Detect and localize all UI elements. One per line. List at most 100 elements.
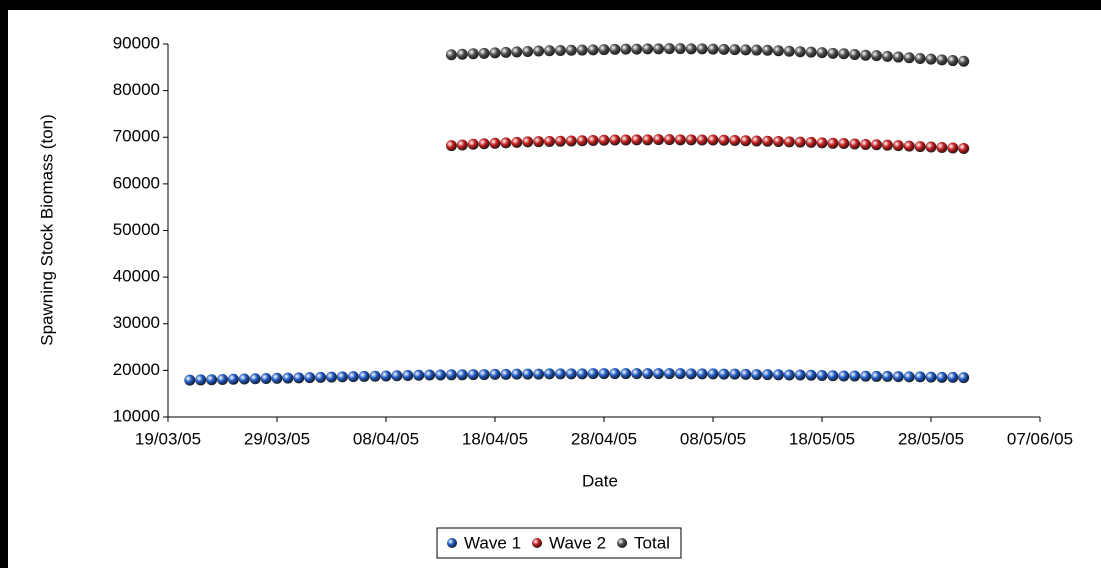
- point: [445, 140, 457, 152]
- point: [500, 137, 512, 149]
- point: [903, 371, 915, 383]
- point: [489, 47, 501, 59]
- point: [391, 370, 403, 382]
- point: [849, 138, 861, 150]
- x-axis-label: Date: [582, 471, 618, 490]
- point: [653, 368, 664, 380]
- point: [729, 368, 741, 380]
- point: [347, 371, 359, 383]
- point: [467, 48, 479, 60]
- point: [718, 134, 730, 146]
- point: [838, 138, 850, 150]
- point: [740, 135, 752, 147]
- point: [827, 370, 839, 382]
- point: [336, 371, 348, 383]
- point: [860, 370, 872, 382]
- point: [653, 134, 664, 146]
- x-tick-label: 08/05/05: [680, 429, 746, 448]
- point: [282, 372, 294, 384]
- point: [936, 371, 948, 383]
- legend-marker: [617, 538, 628, 548]
- x-tick-label: 08/04/05: [353, 429, 419, 448]
- point: [424, 369, 436, 381]
- point: [947, 142, 959, 154]
- legend-label: Wave 2: [549, 533, 606, 552]
- point: [685, 43, 697, 55]
- point: [892, 371, 904, 383]
- point: [456, 369, 468, 381]
- point: [674, 368, 686, 380]
- x-tick-label: 19/03/05: [135, 429, 201, 448]
- point: [500, 368, 512, 380]
- point: [729, 44, 741, 56]
- point: [304, 372, 316, 384]
- point: [914, 141, 926, 153]
- point: [413, 369, 425, 381]
- y-tick-label: 50000: [113, 220, 160, 239]
- point: [762, 44, 773, 56]
- point: [838, 48, 850, 60]
- point: [587, 368, 599, 380]
- chart: Date Spawning Stock Biomass (ton) 10000 2…: [37, 33, 1073, 559]
- point: [663, 368, 675, 380]
- point: [860, 138, 872, 150]
- point: [849, 370, 861, 382]
- point: [522, 136, 534, 148]
- point: [478, 138, 490, 150]
- point: [587, 135, 599, 147]
- point: [576, 368, 588, 380]
- point: [805, 369, 817, 381]
- point: [489, 137, 501, 149]
- point: [554, 135, 566, 147]
- point: [947, 55, 959, 67]
- point: [500, 46, 512, 58]
- point: [642, 134, 654, 146]
- point: [696, 134, 708, 146]
- point: [653, 43, 664, 55]
- y-tick-label: 20000: [113, 360, 160, 379]
- point: [369, 370, 381, 382]
- point: [184, 374, 196, 386]
- x-tick-label: 07/06/05: [1007, 429, 1073, 448]
- point: [576, 44, 588, 56]
- point: [358, 370, 370, 382]
- point: [511, 46, 523, 58]
- point: [620, 368, 632, 380]
- point: [620, 134, 632, 146]
- point: [783, 45, 795, 57]
- point: [871, 50, 882, 62]
- point: [827, 47, 839, 59]
- point: [947, 371, 959, 383]
- point: [544, 45, 555, 57]
- point: [936, 54, 948, 66]
- point: [380, 370, 392, 382]
- point: [751, 44, 763, 56]
- point: [478, 47, 490, 59]
- point: [871, 370, 882, 382]
- point: [892, 140, 904, 152]
- point: [860, 49, 872, 61]
- point: [554, 45, 566, 57]
- legend-marker: [532, 538, 543, 548]
- point: [435, 369, 446, 381]
- point: [598, 134, 610, 146]
- point: [685, 368, 697, 380]
- point: [195, 374, 207, 386]
- point: [696, 43, 708, 55]
- point: [838, 370, 850, 382]
- point: [762, 135, 773, 147]
- point: [576, 135, 588, 147]
- point: [478, 369, 490, 381]
- legend-box: [436, 527, 682, 559]
- point: [816, 47, 828, 59]
- legend: Wave 1 Wave 2 Total: [436, 527, 682, 559]
- y-tick-label: 60000: [113, 173, 160, 192]
- x-tick-label: 18/05/05: [789, 429, 855, 448]
- point: [958, 142, 970, 154]
- point: [696, 368, 708, 380]
- y-tick-label: 10000: [113, 406, 160, 425]
- point: [881, 50, 893, 62]
- point: [217, 373, 228, 385]
- point: [958, 55, 970, 67]
